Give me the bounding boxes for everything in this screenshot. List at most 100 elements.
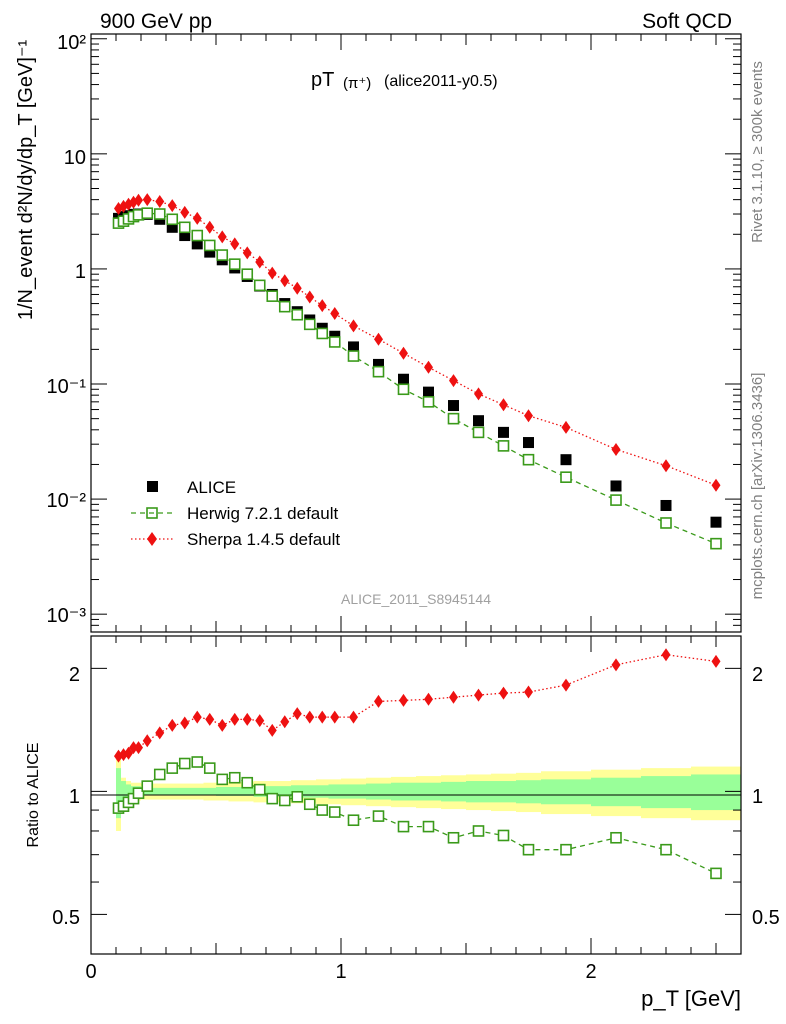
ratio-herwig-point bbox=[303, 798, 316, 811]
ratio-sherpa-point bbox=[230, 712, 240, 726]
ratio-herwig-point bbox=[132, 787, 145, 799]
ratio-herwig-point bbox=[216, 773, 229, 786]
sherpa-point bbox=[330, 306, 340, 320]
herwig-point bbox=[203, 239, 216, 252]
sherpa-point bbox=[292, 281, 302, 295]
main-ticks bbox=[90, 34, 742, 633]
ratio-sherpa-point bbox=[267, 723, 277, 737]
ratio-band-stat bbox=[466, 781, 491, 803]
ratio-band-stat bbox=[641, 776, 691, 809]
ratio-ytick-label-05-right: 0.5 bbox=[752, 907, 780, 929]
herwig-point bbox=[166, 213, 179, 226]
ratio-sherpa-point bbox=[317, 710, 327, 724]
title-particle: (π⁺) bbox=[343, 75, 371, 92]
herwig-point bbox=[253, 279, 266, 292]
ratio-sherpa-point bbox=[192, 710, 202, 724]
header-right: Soft QCD bbox=[642, 10, 732, 33]
sherpa-point bbox=[217, 230, 227, 244]
ratio-herwig-point bbox=[560, 843, 572, 856]
ratio-sherpa-point bbox=[611, 658, 621, 672]
sherpa-point bbox=[267, 266, 277, 280]
alice-point bbox=[373, 358, 384, 370]
ratio-panel: 0.5 1 2 0.5 1 2 Ratio to ALICE 0 1 2 p_T… bbox=[25, 635, 780, 1011]
ratio-sherpa-point bbox=[330, 710, 340, 724]
ytick-label-10: 10 bbox=[64, 147, 86, 169]
herwig-point bbox=[347, 350, 360, 362]
ratio-band-stat bbox=[691, 774, 741, 811]
ratio-herwig-point bbox=[241, 776, 254, 789]
alice-point bbox=[710, 516, 722, 528]
ratio-band-stat bbox=[166, 787, 179, 795]
ratio-band-stat bbox=[303, 785, 316, 798]
ratio-herwig-point bbox=[397, 820, 410, 833]
ratio-data-layer bbox=[112, 648, 722, 880]
ratio-band-stat bbox=[121, 781, 126, 803]
legend-herwig-marker bbox=[146, 507, 158, 519]
sherpa-point bbox=[255, 255, 265, 269]
herwig-point bbox=[216, 249, 229, 261]
sherpa-point bbox=[374, 332, 383, 346]
ratio-band-stat bbox=[341, 784, 366, 799]
ratio-ticks bbox=[90, 636, 742, 954]
herwig-point bbox=[316, 327, 329, 340]
ratio-herwig-point bbox=[372, 810, 385, 822]
ratio-band-stat bbox=[516, 780, 541, 804]
ratio-band-stat bbox=[126, 784, 131, 799]
herwig-point bbox=[660, 517, 672, 529]
xtick-label-2: 2 bbox=[585, 961, 596, 983]
plot-title: pT (π⁺) (alice2011-y0.5) bbox=[311, 69, 498, 92]
xlabel: p_T [GeV] bbox=[641, 986, 741, 1011]
sherpa-point bbox=[305, 290, 315, 304]
herwig-point bbox=[266, 290, 279, 302]
alice-point bbox=[191, 238, 203, 250]
ratio-herwig-point bbox=[203, 762, 216, 774]
ratio-sherpa-point bbox=[242, 712, 252, 726]
alice-point bbox=[660, 499, 672, 511]
ratio-herwig-point bbox=[228, 771, 241, 784]
ratio-band-stat bbox=[241, 786, 254, 796]
ratio-band-stat bbox=[116, 768, 121, 819]
sherpa-point bbox=[561, 420, 571, 434]
ratio-sherpa-point bbox=[217, 718, 227, 732]
sherpa-point bbox=[661, 459, 671, 473]
ratio-sherpa-point bbox=[255, 714, 265, 728]
ratio-herwig-point bbox=[328, 806, 341, 818]
alice-point bbox=[560, 454, 572, 466]
ratio-band-stat bbox=[191, 787, 204, 795]
ratio-band-stat bbox=[441, 781, 466, 802]
herwig-point bbox=[178, 221, 191, 234]
ratio-band-stat bbox=[228, 786, 241, 796]
ratio-sherpa-point bbox=[142, 734, 152, 748]
ratio-herwig-point bbox=[178, 757, 191, 770]
ratio-sherpa-point bbox=[180, 716, 190, 730]
ratio-band-stat bbox=[391, 782, 416, 801]
xtick-label-1: 1 bbox=[335, 961, 346, 983]
ratio-herwig-point bbox=[291, 790, 304, 803]
ratio-sherpa-point bbox=[129, 741, 138, 755]
ratio-band-stat bbox=[366, 783, 391, 800]
ratio-band-stat bbox=[541, 779, 591, 805]
analysis-watermark: ALICE_2011_S8945144 bbox=[341, 591, 491, 607]
ratio-herwig-point bbox=[522, 843, 535, 856]
alice-point bbox=[473, 415, 484, 427]
herwig-point bbox=[291, 308, 304, 321]
ratio-herwig-point bbox=[166, 762, 179, 774]
ratio-herwig-point bbox=[253, 783, 266, 796]
ratio-herwig-point bbox=[447, 831, 460, 844]
ratio-herwig-point bbox=[472, 825, 485, 837]
ratio-ytick-label-05-left: 0.5 bbox=[52, 907, 80, 929]
ratio-sherpa-point bbox=[155, 726, 165, 740]
herwig-point bbox=[447, 412, 460, 425]
ratio-ytick-label-2-right: 2 bbox=[752, 664, 763, 686]
herwig-point bbox=[228, 258, 241, 270]
alice-point bbox=[523, 437, 534, 449]
herwig-point bbox=[560, 471, 572, 483]
herwig-point bbox=[141, 207, 154, 219]
ratio-sherpa-point bbox=[292, 707, 302, 721]
herwig-point bbox=[241, 268, 254, 280]
ratio-sherpa-point bbox=[561, 678, 571, 692]
herwig-point bbox=[522, 453, 535, 466]
ratio-sherpa-point bbox=[374, 694, 383, 708]
ratio-sherpa-point bbox=[399, 693, 408, 707]
herwig-point bbox=[328, 336, 341, 348]
